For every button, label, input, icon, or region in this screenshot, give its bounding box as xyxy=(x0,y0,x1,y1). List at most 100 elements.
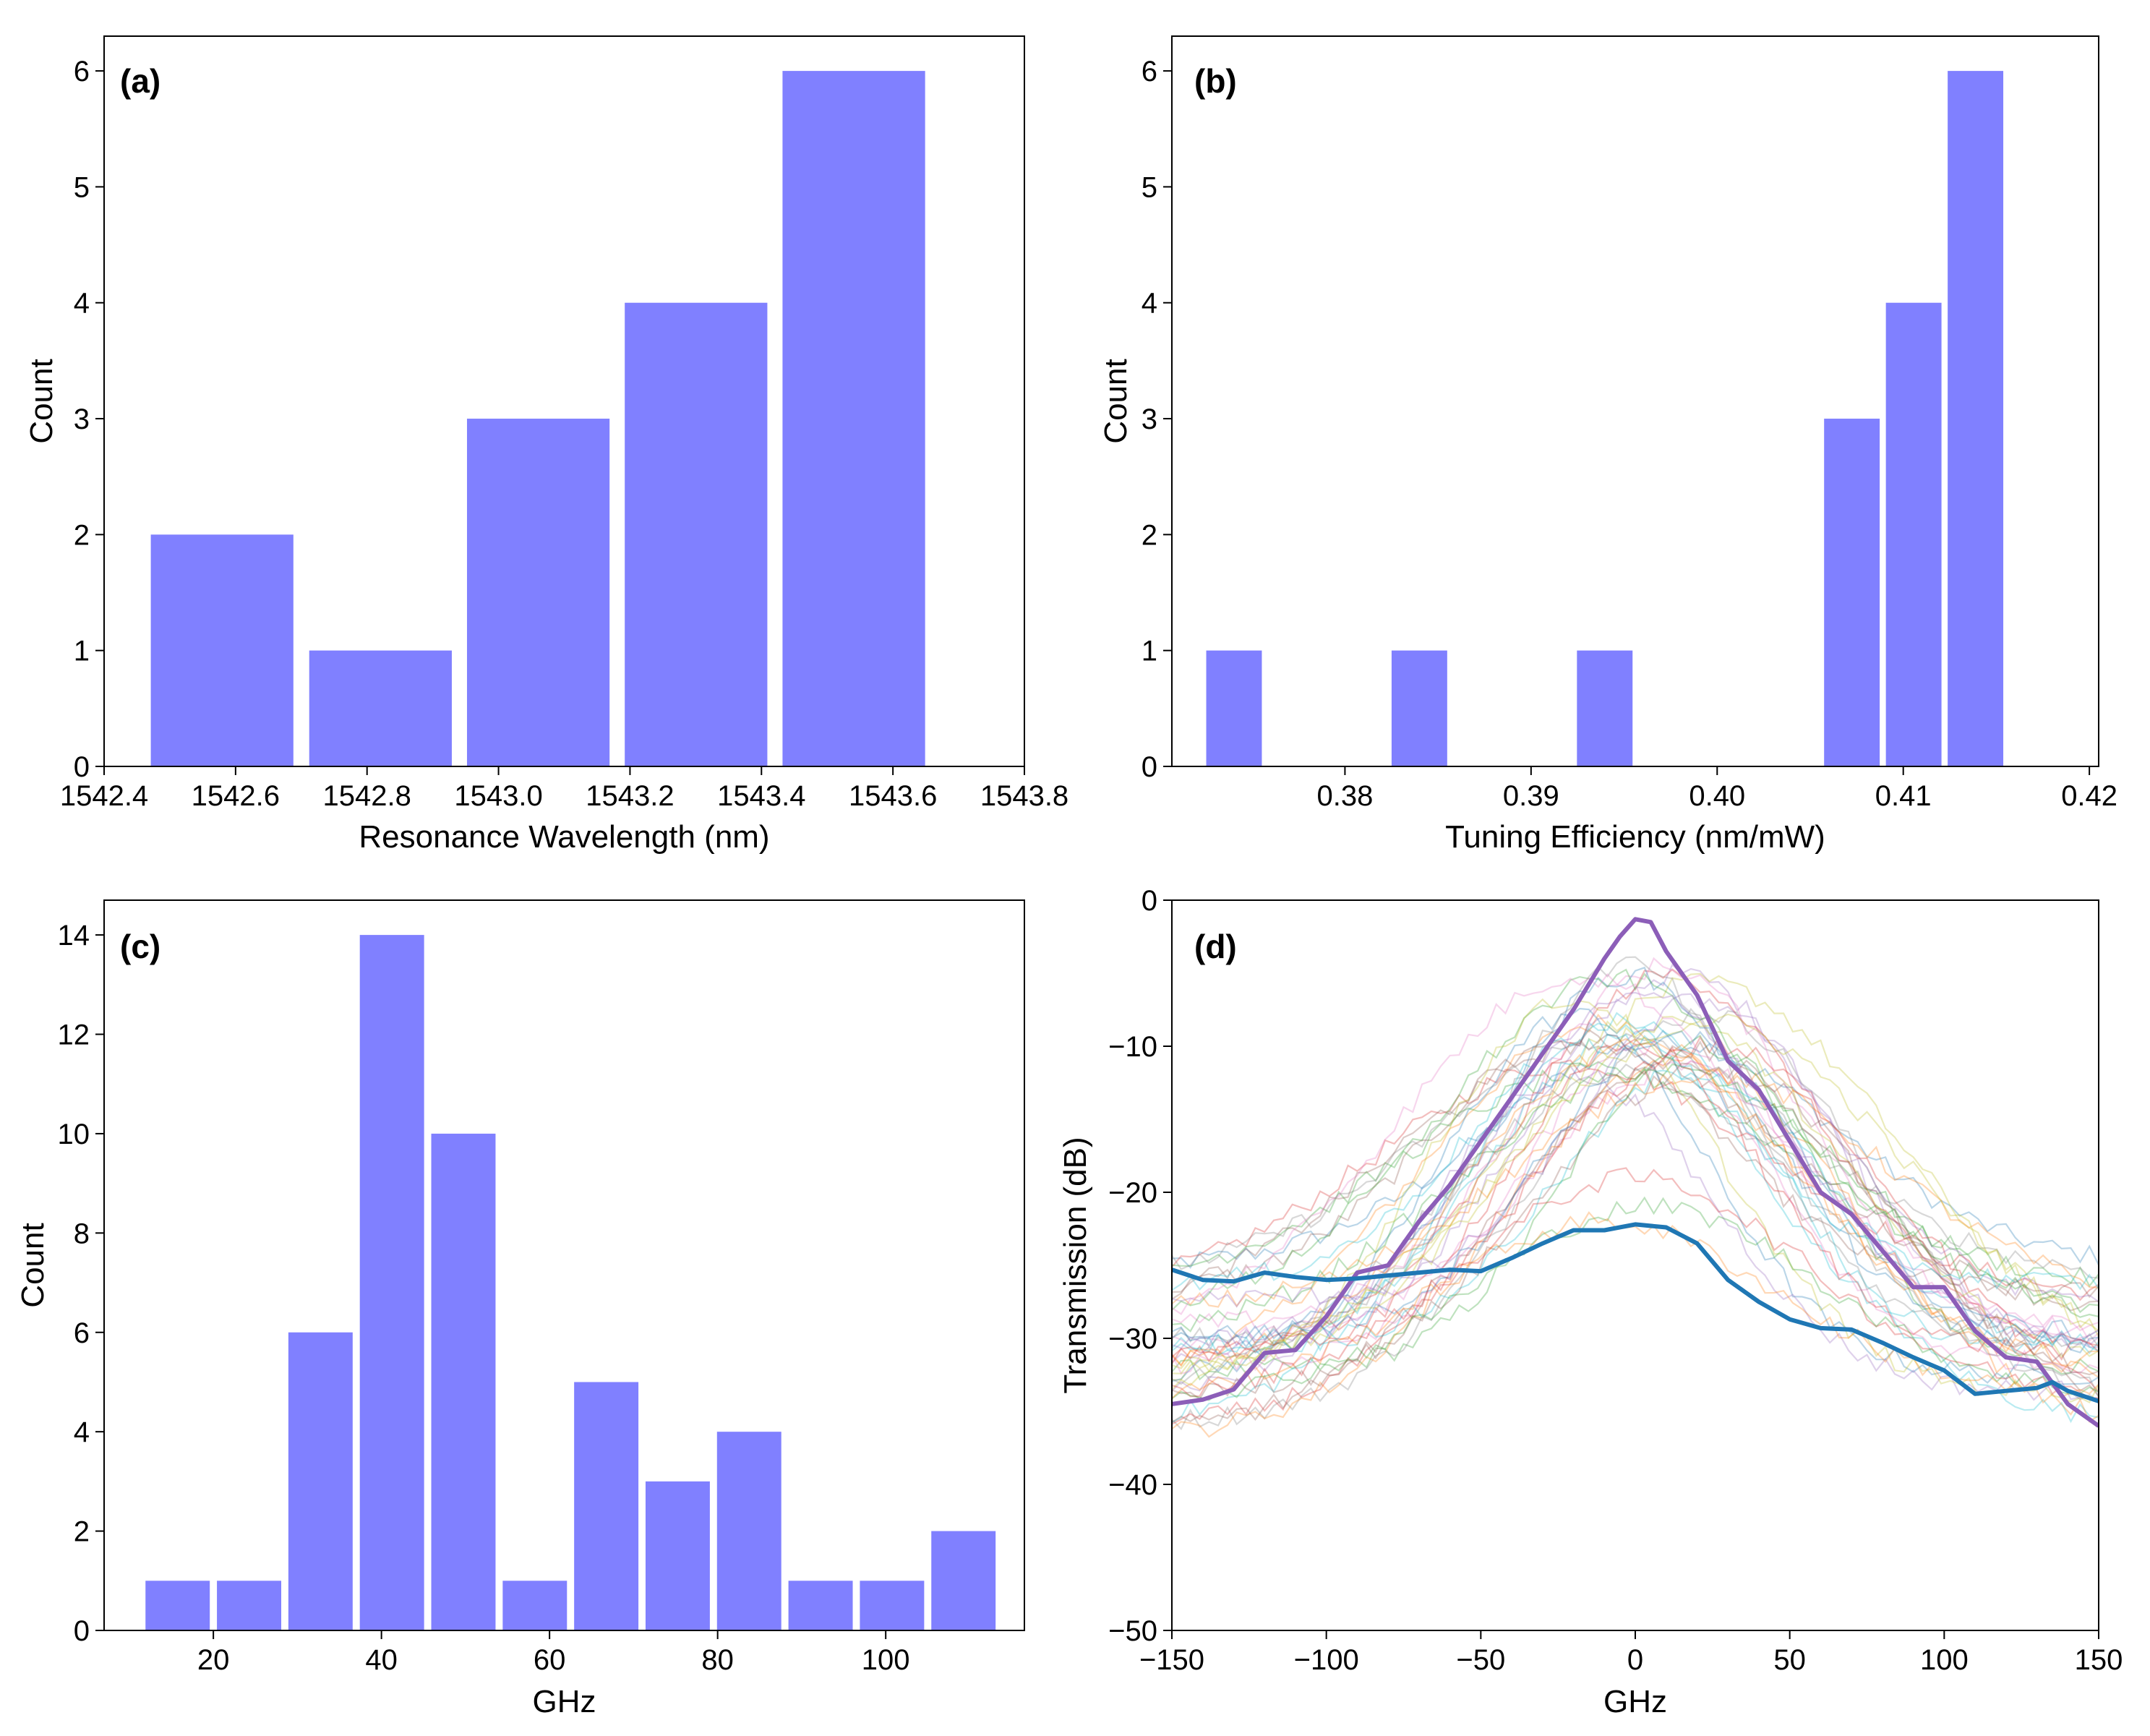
panel-c-bar xyxy=(716,1432,781,1630)
panel-d-background-trace xyxy=(1172,1030,2099,1342)
panel-b-y-tick-label: 4 xyxy=(1142,288,1157,320)
panel-d-background-trace xyxy=(1172,998,2099,1403)
panel-d-x-tick-label: 150 xyxy=(2075,1644,2123,1676)
panel-d-background-trace xyxy=(1172,1012,2099,1424)
panel-a-y-tick-label: 0 xyxy=(74,751,90,783)
panel-c-label: (c) xyxy=(120,928,160,965)
panel-b-x-ticks: 0.38 0.39 0.40 0.41 0.42 xyxy=(1316,766,2117,812)
panel-d-background-trace xyxy=(1172,956,2099,1348)
panel-c-x-tick-label: 80 xyxy=(701,1644,734,1676)
panel-a-y-tick-label: 1 xyxy=(74,636,90,667)
panel-b-bar xyxy=(1391,650,1447,766)
panel-b-y-axis-label: Count xyxy=(1098,359,1134,443)
panel-a-x-tick-label: 1543.4 xyxy=(717,780,805,812)
panel-b-y-tick-label: 2 xyxy=(1142,519,1157,551)
panel-d-y-ticks: −50 −40 −30 −20 −10 0 xyxy=(1108,885,1172,1647)
panel-b-x-tick-label: 0.40 xyxy=(1689,780,1745,812)
panel-d-background-trace xyxy=(1172,991,2099,1350)
panel-b-background xyxy=(1172,36,2099,766)
panel-d-background-trace xyxy=(1172,1054,2099,1438)
panel-b-bar xyxy=(1824,419,1880,766)
panel-d-background-trace xyxy=(1172,1022,2099,1291)
panel-b-x-axis-label: Tuning Efficiency (nm/mW) xyxy=(1445,819,1825,855)
panel-d-x-tick-label: −150 xyxy=(1139,1644,1204,1676)
panel-c-bar xyxy=(359,935,424,1630)
panel-b-x-tick-label: 0.42 xyxy=(2061,780,2117,812)
panel-a-y-ticks: 0 1 2 3 4 5 6 xyxy=(74,56,104,783)
panel-d-background-trace xyxy=(1172,1167,2099,1400)
panel-d-background-trace xyxy=(1172,1034,2099,1381)
panel-b-y-tick-label: 0 xyxy=(1142,751,1157,783)
panel-d-background-trace xyxy=(1172,1061,2099,1288)
panel-a: 1542.4 1542.6 1542.8 1543.0 1543.2 1543.4 1543… xyxy=(24,35,1068,855)
panel-a-x-ticks: 1542.4 1542.6 1542.8 1543.0 1543.2 1543.4 1543… xyxy=(60,766,1068,812)
panel-b-x-tick-label: 0.38 xyxy=(1316,780,1373,812)
panel-d-background-trace xyxy=(1172,1068,2099,1308)
panel-c-bar xyxy=(860,1581,925,1630)
panel-a-y-tick-label: 4 xyxy=(74,288,90,320)
panel-c-y-tick-label: 0 xyxy=(74,1615,90,1647)
panel-d-x-tick-label: −100 xyxy=(1294,1644,1359,1676)
panel-a-bars xyxy=(150,71,925,767)
panel-d-plot-area xyxy=(1172,917,2099,1438)
panel-d-background-trace xyxy=(1172,1069,2099,1356)
panel-d-background-traces xyxy=(1172,956,2099,1438)
panel-d-x-axis-label: GHz xyxy=(1603,1684,1667,1719)
panel-b-y-tick-label: 3 xyxy=(1142,403,1157,435)
panel-b-bar xyxy=(1885,302,1942,766)
panel-d-background-trace xyxy=(1172,968,2099,1314)
panel-a-x-axis-label: Resonance Wavelength (nm) xyxy=(359,819,769,855)
panel-d-highlight-traces xyxy=(1172,917,2099,1428)
panel-a-frame xyxy=(103,35,1025,767)
panel-d-background-trace xyxy=(1172,1040,2099,1424)
panel-a-y-tick-label: 2 xyxy=(74,519,90,551)
panel-c-x-ticks: 20 40 60 80 100 xyxy=(197,1630,910,1676)
panel-d-background xyxy=(1172,900,2099,1630)
panel-c-x-axis-label: GHz xyxy=(533,1684,596,1719)
panel-d-y-tick-label: −50 xyxy=(1108,1615,1157,1647)
panel-b-bar xyxy=(1206,650,1262,766)
panel-d-y-tick-label: 0 xyxy=(1142,885,1157,917)
panel-d-background-trace xyxy=(1172,1015,2099,1372)
panel-d-background-trace xyxy=(1172,1063,2099,1398)
panel-a-x-tick-label: 1543.2 xyxy=(586,780,674,812)
panel-d-background-trace xyxy=(1172,1062,2099,1401)
panel-d-label: (d) xyxy=(1194,928,1237,965)
panel-b-y-ticks: 0 1 2 3 4 5 6 xyxy=(1142,56,1172,783)
panel-a-x-tick-label: 1543.0 xyxy=(454,780,542,812)
panel-d-y-axis-label: Transmission (dB) xyxy=(1058,1137,1093,1393)
panel-d-background-trace xyxy=(1172,1038,2099,1361)
panel-b-x-tick-label: 0.39 xyxy=(1503,780,1559,812)
panel-d-x-tick-label: 100 xyxy=(1920,1644,1969,1676)
panel-c-y-ticks: 0 2 4 6 8 10 12 14 xyxy=(58,920,104,1647)
panel-d-background-trace xyxy=(1172,972,2099,1341)
panel-a-x-tick-label: 1542.4 xyxy=(60,780,148,812)
panel-c-bar xyxy=(217,1581,282,1630)
panel-b: 0.38 0.39 0.40 0.41 0.42 0 1 2 3 4 5 6 (b) Tuning … xyxy=(1098,35,2117,855)
panel-a-y-axis-label: Count xyxy=(24,359,59,443)
panel-d: −150 −100 −50 0 50 100 150 −50−40−30−20−100 (d… xyxy=(1058,885,2123,1719)
panel-c-y-tick-label: 10 xyxy=(58,1119,90,1150)
panel-d-y-tick-label: −10 xyxy=(1108,1031,1157,1063)
panel-a-y-tick-label: 5 xyxy=(74,171,90,203)
panel-a-bar xyxy=(625,302,768,766)
panel-d-background-trace xyxy=(1172,993,2099,1308)
panel-c-x-tick-label: 20 xyxy=(197,1644,230,1676)
panel-d-background-trace xyxy=(1172,957,2099,1332)
panel-b-y-tick-label: 5 xyxy=(1142,171,1157,203)
panel-c-y-tick-label: 12 xyxy=(58,1019,90,1051)
panel-b-bar xyxy=(1577,650,1633,766)
panel-a-x-tick-label: 1542.8 xyxy=(323,780,411,812)
panel-c-frame xyxy=(103,899,1025,1631)
panel-c-y-tick-label: 14 xyxy=(58,920,90,952)
panel-a-bar xyxy=(309,650,452,766)
panel-d-background-trace xyxy=(1172,1028,2099,1300)
panel-d-y-tick-label: −40 xyxy=(1108,1469,1157,1501)
panel-c-bar xyxy=(288,1332,353,1630)
panel-c-background xyxy=(104,900,1024,1630)
panel-c-x-tick-label: 100 xyxy=(862,1644,910,1676)
panel-c-bars xyxy=(145,935,996,1630)
panel-a-label: (a) xyxy=(120,62,160,100)
panel-d-background-trace xyxy=(1172,972,2099,1381)
panel-d-background-trace xyxy=(1172,1029,2099,1269)
